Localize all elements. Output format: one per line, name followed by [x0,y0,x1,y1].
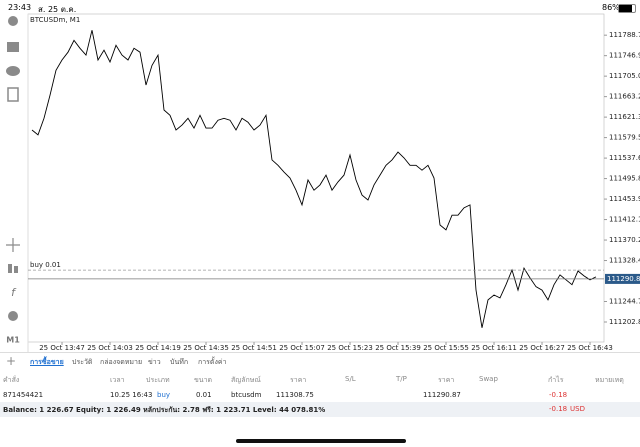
chart: BTCUSDm, M1 f M1 111788.75 111746.90 11170… [6,13,640,352]
summary-currency: USD [570,405,585,413]
summary-profit: -0.18 [549,405,568,413]
cell-price: 111290.87 [423,391,461,399]
new-order-icon[interactable] [7,87,19,102]
candles-icon-2 [14,266,18,273]
tab[interactable]: ประวัติ [72,358,93,366]
tab[interactable]: กล่องจดหมาย [100,358,143,366]
tab[interactable]: บันทึก [170,358,189,366]
y-tick-label: 111370.25 [609,236,640,244]
tab[interactable]: การซื้อขาย [30,358,64,366]
cell-open-price: 111308.75 [276,391,314,399]
account-icon[interactable] [8,16,18,26]
order-label: buy 0.01 [30,261,61,269]
chart-title: BTCUSDm, M1 [30,16,80,24]
tab-bar [0,352,640,353]
y-tick-label: 111453.95 [609,195,640,203]
candles-icon[interactable] [8,264,12,273]
x-tick-label: 25 Oct 16:27 [519,344,565,352]
cell-type: buy [157,391,171,399]
y-tick-label: 111788.75 [609,31,640,39]
bid-box [605,273,640,284]
cell-profit: -0.18 [549,391,568,399]
cell-volume: 0.01 [196,391,212,399]
plot-frame [27,13,605,343]
cell-time: 10.25 16:43 [110,391,153,399]
y-tick-label: 111579.50 [609,134,640,142]
summary-bar [0,402,640,417]
tab[interactable]: การตั้งค่า [198,358,227,366]
column-header: หมายเหตุ [595,376,624,384]
column-header: Swap [479,375,498,383]
column-header: ประเภท [146,376,170,384]
y-tick-label: 111495.80 [609,175,640,183]
column-header: S/L [345,375,356,383]
crosshair-icon[interactable] [6,238,20,252]
column-header: กำไร [548,376,564,384]
column-header: ราคา [290,376,307,384]
x-tick-label: 25 Oct 15:07 [279,344,325,352]
column-header: ขนาด [194,376,213,384]
x-tick-label: 25 Oct 15:55 [423,344,469,352]
chat-icon[interactable] [6,66,20,76]
x-tick-label: 25 Oct 14:35 [183,344,229,352]
x-tick-label: 25 Oct 14:03 [87,344,133,352]
battery-icon [618,4,636,13]
x-tick-label: 25 Oct 15:23 [327,344,373,352]
summary-text: Balance: 1 226.67 Equity: 1 226.49 หลักป… [3,406,326,414]
tab[interactable]: ข่าว [148,358,161,366]
x-tick-label: 25 Oct 14:19 [135,344,181,352]
battery: 86% [602,3,620,12]
y-tick-label: 111537.65 [609,154,640,162]
trade-icon[interactable] [7,42,19,52]
add-button[interactable]: + [6,354,17,368]
indicators-icon[interactable]: f [11,286,17,299]
column-header: เวลา [110,376,125,384]
y-tick-label: 111705.05 [609,72,640,80]
column-header: T/P [396,375,407,383]
y-tick-label: 111412.10 [609,216,640,224]
y-tick-label: 111746.90 [609,52,640,60]
timeframe-button[interactable]: M1 [6,336,20,345]
y-tick-label: 111244.70 [609,298,640,306]
home-indicator [236,439,406,443]
column-header: คำสั่ง [3,376,20,384]
y-tick-label: 111663.20 [609,93,640,101]
cell-order: 871454421 [3,391,44,399]
x-tick-label: 25 Oct 15:39 [375,344,421,352]
x-tick-label: 25 Oct 14:51 [231,344,277,352]
y-tick-label: 111202.85 [609,318,640,326]
x-tick-label: 25 Oct 16:43 [567,344,613,352]
x-tick-label: 25 Oct 13:47 [39,344,85,352]
y-tick-label: 111328.40 [609,257,640,265]
x-tick-label: 25 Oct 16:11 [471,344,517,352]
y-tick-label: 111621.35 [609,113,640,121]
bid-label: 111290.87 [607,275,640,283]
clock: 23:43 [8,3,32,12]
column-header: ราคา [438,376,455,384]
price-line [31,30,597,328]
column-header: สัญลักษณ์ [231,376,261,384]
cell-symbol: btcusdm [231,391,262,399]
objects-icon[interactable] [8,311,18,321]
date: ส. 25 ต.ค. [38,5,77,14]
